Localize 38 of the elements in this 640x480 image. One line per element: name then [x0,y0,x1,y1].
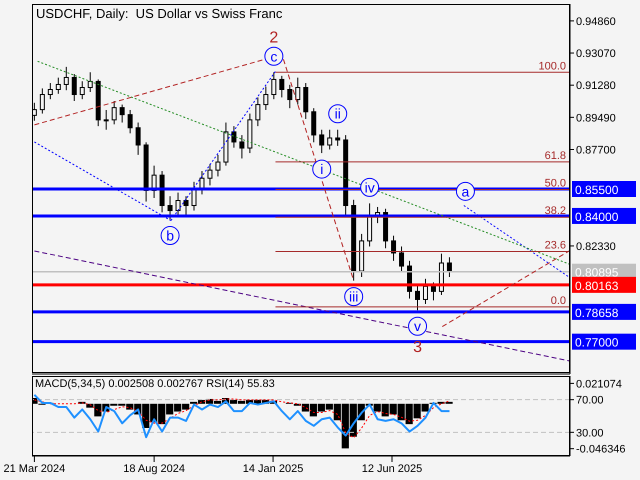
y-tick-label: 0.89490 [576,112,616,124]
y-tick-label: -0.046346 [576,444,626,456]
y-tick-label: 0.93070 [576,48,616,60]
series-label: 38.2 [544,205,566,218]
ref-line-label: 0.78658 [575,306,619,320]
ref-line-label: 0.77000 [575,336,619,350]
x-tick-label: 21 Mar 2024 [4,462,66,475]
x-tick-label: 18 Aug 2024 [123,462,186,475]
ref-line-label: 0.80895 [575,266,619,280]
y-tick-label: 0.94860 [576,16,616,28]
annotation: 2 [269,29,278,46]
series-label: 61.8 [544,150,566,162]
chart-title: MACD(5,34,5) 0.002508 0.002767 RSI(14) 55.83 [35,378,275,390]
ref-line-label: 0.80163 [575,278,619,293]
y-tick-label: 0.021074 [576,378,622,390]
series-label: 50.0 [544,178,566,190]
x-tick-label: 14 Jan 2025 [242,462,304,475]
chart-title: USDCHF, Daily: US Dollar vs Swiss Franc [36,6,282,21]
ref-line-label: 0.85500 [575,183,619,197]
annotation: 3 [413,339,422,356]
annotation: c [270,48,278,64]
annotation: a [462,183,470,200]
series-label: 100.0 [538,60,566,72]
series-label: 23.6 [544,240,566,252]
annotation: iv [364,179,375,196]
x-tick-label: 12 Jun 2025 [362,462,422,475]
y-tick-label: 0.87700 [576,144,616,156]
annotation: iii [349,288,358,305]
y-tick-label: 0.91280 [576,80,616,92]
annotation: ii [334,106,341,122]
annotation: v [414,318,422,334]
ref-line-label: 0.84000 [575,210,619,224]
series-label: 0.0 [550,294,566,307]
y2-tick-label: 70.00 [576,394,604,407]
y-tick-label: 0.82330 [576,240,616,253]
annotation: i [320,161,324,178]
annotation: b [166,228,174,244]
y2-tick-label: 30.00 [576,427,604,440]
